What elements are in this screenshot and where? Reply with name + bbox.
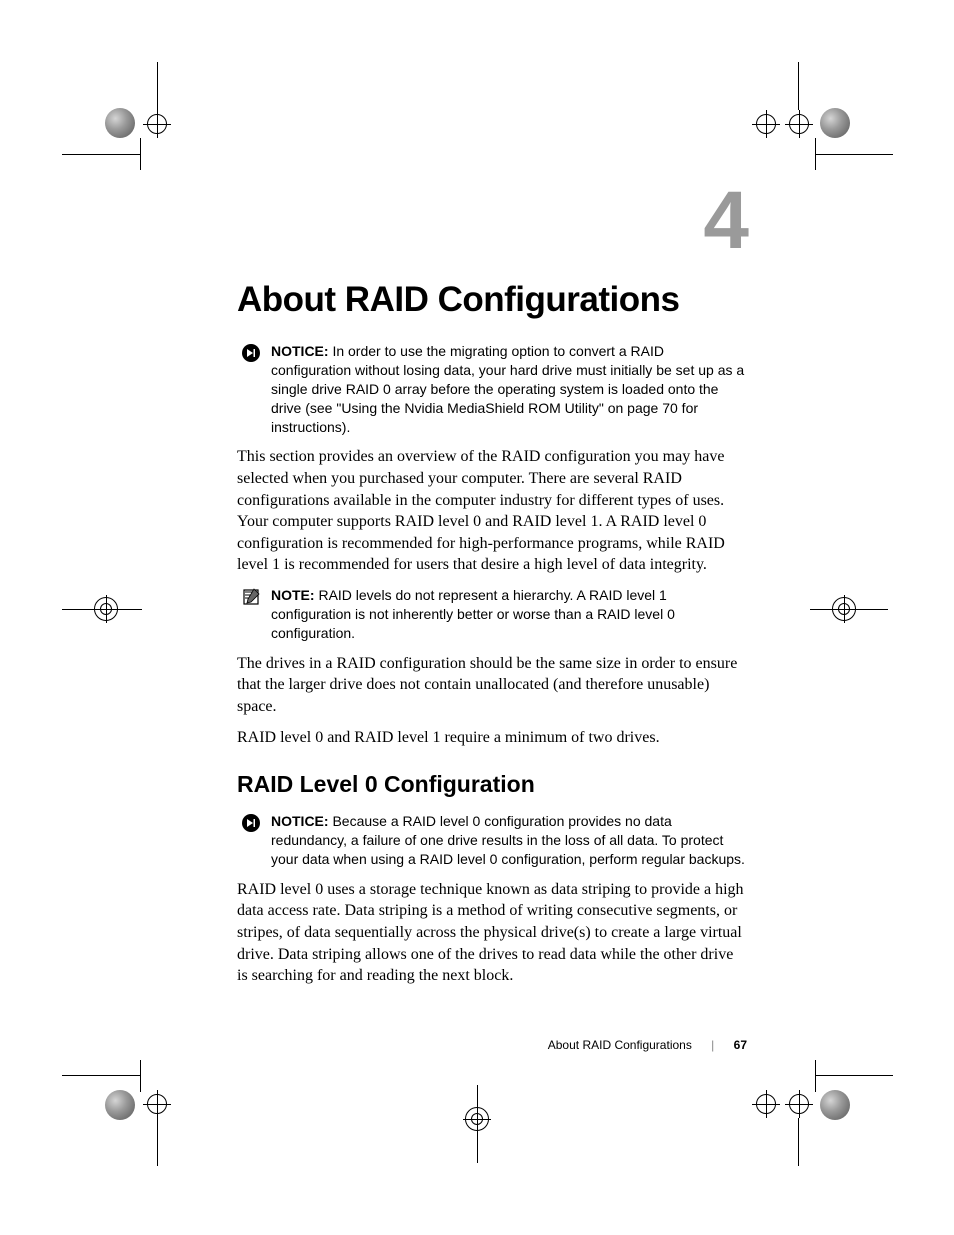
footer-page-number: 67	[734, 1038, 747, 1052]
body-paragraph-2: The drives in a RAID configuration shoul…	[237, 653, 747, 718]
notice-icon	[241, 813, 261, 838]
note-label: NOTE:	[271, 587, 315, 603]
notice-label: NOTICE:	[271, 813, 329, 829]
main-title: About RAID Configurations	[237, 280, 747, 320]
body-paragraph-4: RAID level 0 uses a storage technique kn…	[237, 879, 747, 987]
notice-label: NOTICE:	[271, 343, 329, 359]
notice-body: Because a RAID level 0 configuration pro…	[271, 813, 745, 867]
notice-icon	[241, 343, 261, 368]
footer-chapter: About RAID Configurations	[548, 1038, 692, 1052]
note-icon	[241, 587, 261, 612]
notice-body: In order to use the migrating option to …	[271, 343, 744, 435]
chapter-number: 4	[237, 180, 747, 262]
notice-callout-2: NOTICE: Because a RAID level 0 configura…	[237, 812, 747, 869]
note-callout-1: NOTE: RAID levels do not represent a hie…	[237, 586, 747, 643]
page-content: 4 About RAID Configurations NOTICE: In o…	[237, 180, 747, 997]
body-paragraph-1: This section provides an overview of the…	[237, 446, 747, 576]
page-footer: About RAID Configurations | 67	[237, 1038, 747, 1052]
footer-separator: |	[711, 1038, 714, 1052]
body-paragraph-3: RAID level 0 and RAID level 1 require a …	[237, 727, 747, 749]
notice-text-2: NOTICE: Because a RAID level 0 configura…	[271, 812, 747, 869]
note-body: RAID levels do not represent a hierarchy…	[271, 587, 675, 641]
sub-title: RAID Level 0 Configuration	[237, 771, 747, 798]
note-text-1: NOTE: RAID levels do not represent a hie…	[271, 586, 747, 643]
notice-text-1: NOTICE: In order to use the migrating op…	[271, 342, 747, 436]
notice-callout-1: NOTICE: In order to use the migrating op…	[237, 342, 747, 436]
